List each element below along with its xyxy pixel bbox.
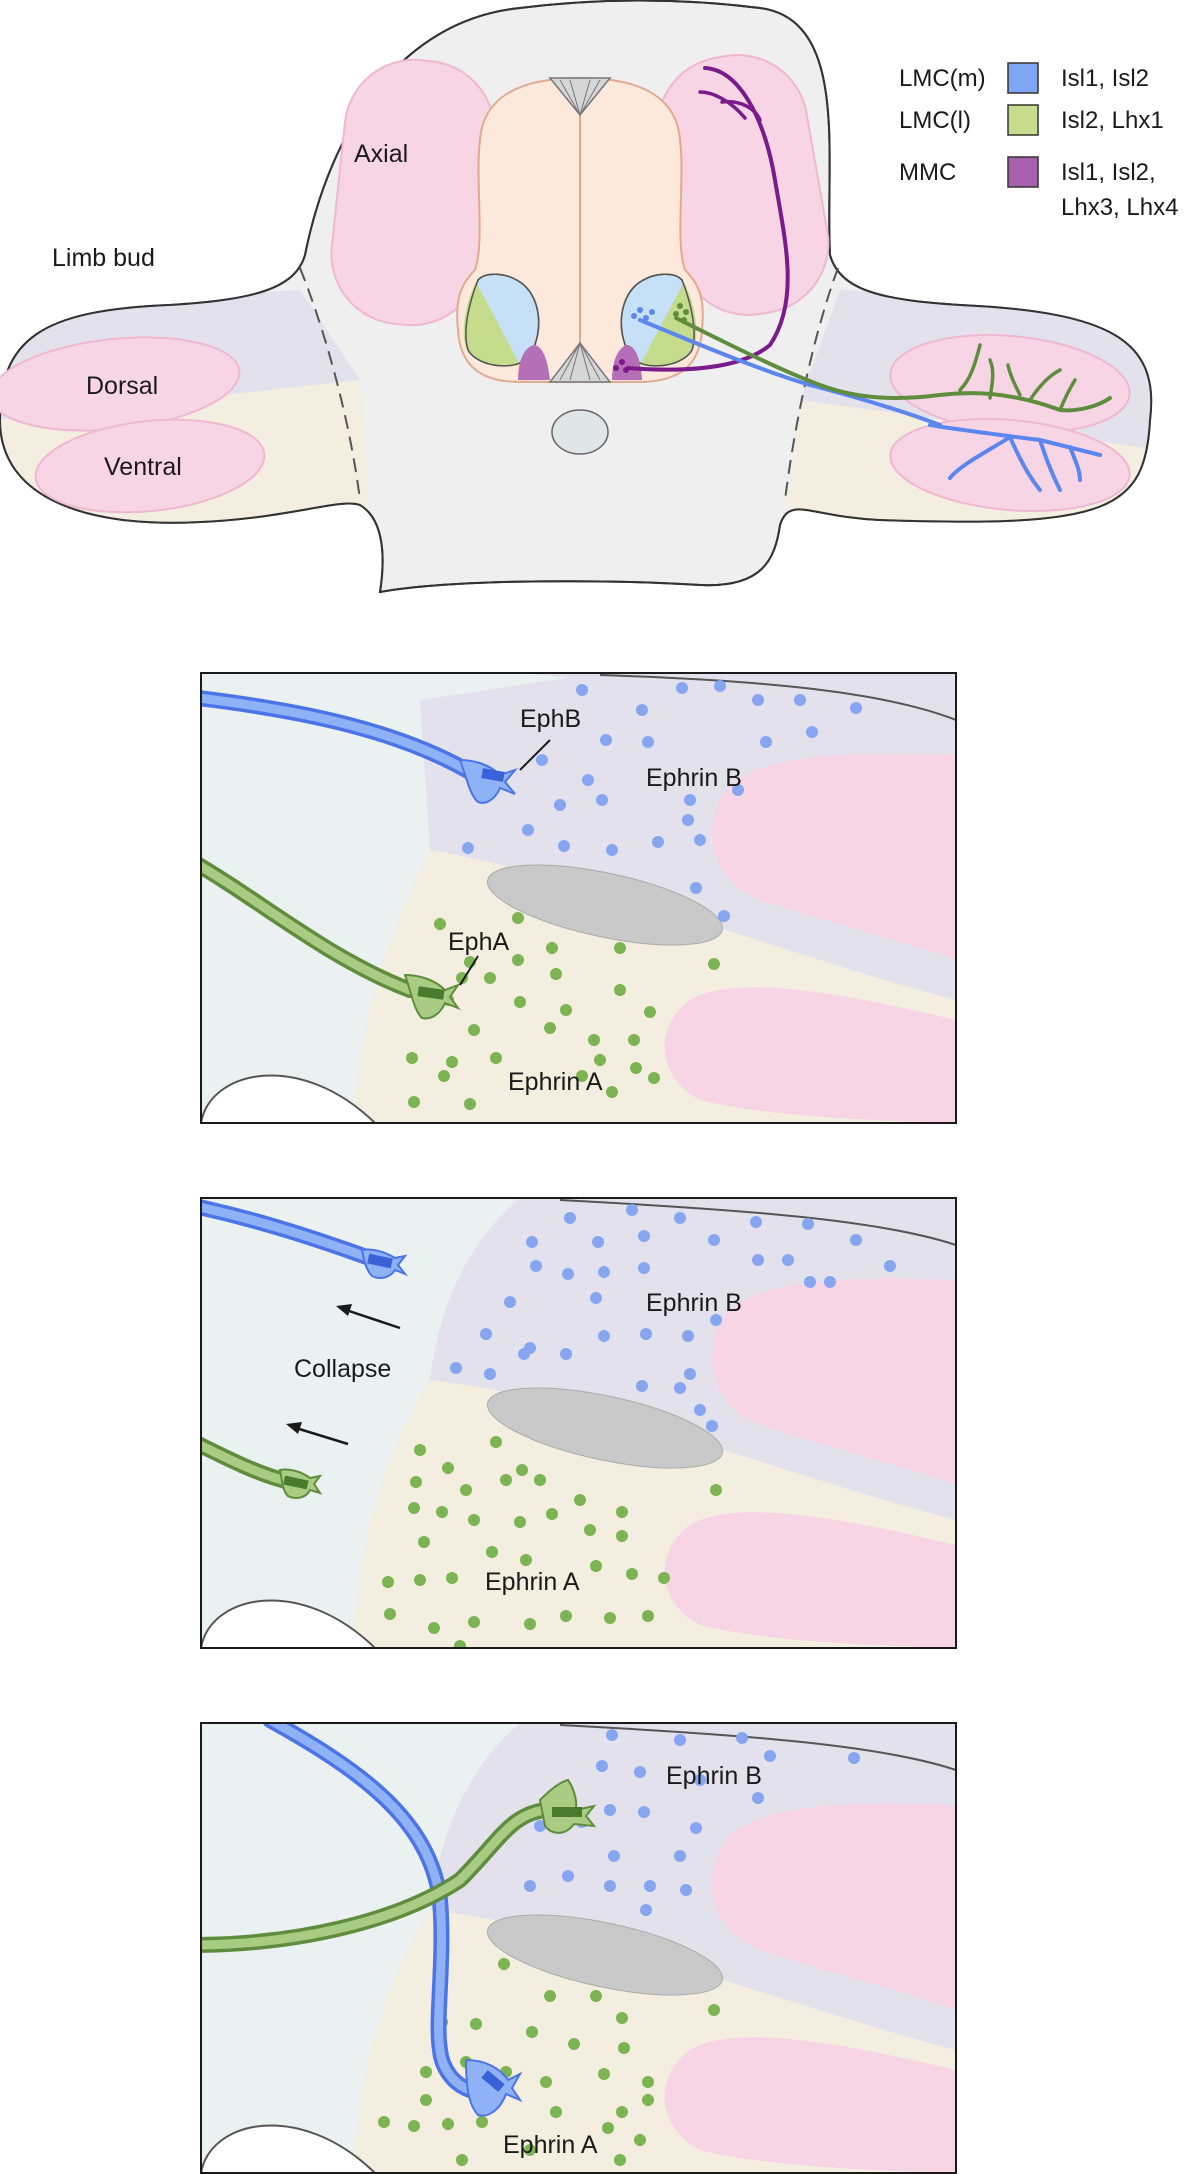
panel-dorsal-muscle [711, 1278, 956, 1485]
panel-frame [200, 1722, 957, 2174]
panel-ventral-muscle [664, 2037, 956, 2173]
retraction-arrow-upper [336, 1304, 401, 1330]
legend-markers: Isl2, Lhx1 [1061, 107, 1164, 134]
ephb-leader-line [519, 739, 551, 771]
left-limb-boundary-dashed [299, 267, 361, 501]
motor-neuron-bodies [613, 303, 689, 373]
ephb-growth-cone [458, 758, 519, 804]
legend: LMC(m) Isl1, Isl2 LMC(l) Isl2, Lhx1 MMC … [899, 62, 1178, 221]
right-ventral-muscle [889, 417, 1131, 513]
legend-markers: Isl1, Isl2 [1061, 65, 1149, 92]
notochord [551, 409, 609, 455]
legend-item-mmc: MMC Isl1, Isl2, Lhx3, Lhx4 [899, 156, 1178, 221]
axial-label: Axial [354, 140, 408, 168]
ephrin-a-label: Ephrin A [503, 2131, 598, 2159]
panel-notochord-edge [201, 2124, 377, 2173]
legend-pool-label: LMC(l) [899, 107, 971, 134]
legend-pool-label: MMC [899, 159, 956, 186]
panel-cartilage [486, 1387, 724, 1469]
ephb-label: EphB [520, 705, 581, 733]
panel-frame [200, 1197, 957, 1649]
mmc-axon-branch [698, 90, 762, 122]
collapse-label: Collapse [294, 1355, 391, 1383]
panel-dorsal-muscle [711, 1803, 956, 2010]
panel-notochord-edge [201, 1599, 377, 1648]
dorsal-label: Dorsal [86, 372, 158, 400]
ephrin-b-dots [462, 680, 862, 922]
epha-leader-line [459, 955, 479, 986]
ephrin-a-dots [406, 912, 720, 1110]
ephrin-b-label: Ephrin B [646, 764, 742, 792]
panel-collapse: Ephrin B Collapse Ephrin A [200, 1197, 957, 1649]
ephrin-a-dots [382, 1436, 722, 1648]
epha-receptor [417, 986, 445, 1000]
left-ventral-muscle [34, 418, 266, 514]
mmc-axon [626, 66, 790, 372]
panel-epidermis [599, 674, 956, 721]
lmc-m-axon [638, 318, 942, 427]
legend-item-lmc-l: LMC(l) Isl2, Lhx1 [899, 104, 1164, 136]
epha-label: EphA [448, 928, 509, 956]
ephrin-b-label: Ephrin B [666, 1762, 762, 1790]
lmc-l-muscle-branches [958, 343, 1077, 412]
panel-cartilage [486, 864, 724, 946]
legend-pool-label: LMC(m) [899, 65, 986, 92]
retraction-arrow-lower [286, 1422, 349, 1446]
right-limb-boundary-dashed [784, 267, 839, 501]
panel-guidance: EphB Ephrin B EphA Ephrin A [200, 672, 957, 1124]
limb-bud-label: Limb bud [52, 244, 155, 272]
legend-swatch [1007, 62, 1039, 94]
panel-rerouting: Ephrin B Ephrin A [200, 1722, 957, 2174]
lmc-m-muscle-branches [928, 423, 1102, 492]
left-mmc-pool [518, 345, 550, 380]
floor-plate [548, 341, 612, 383]
legend-markers: Lhx3, Lhx4 [1061, 194, 1178, 221]
legend-markers: Isl1, Isl2, [1061, 159, 1156, 186]
lmc-m-rerouted-growth-cone [464, 2058, 523, 2117]
panel-dorsal-muscle [711, 753, 956, 960]
embryo-body-outline-stroke [0, 0, 1153, 594]
ephrin-b-label: Ephrin B [646, 1289, 742, 1317]
legend-swatch [1007, 104, 1039, 136]
lmc-l-rerouted-growth-cone [538, 1778, 597, 1834]
legend-swatch [1007, 156, 1039, 188]
right-mmc-pool [612, 345, 642, 380]
panel-epidermis [559, 1199, 956, 1246]
right-lmc-pool [620, 273, 697, 367]
ephb-receptor [481, 768, 505, 782]
panel-cartilage [486, 1914, 724, 1996]
panel-ventral-muscle [664, 1512, 956, 1648]
panel-frame [200, 672, 957, 1124]
panel-notochord-edge [201, 1074, 377, 1123]
ephrin-a-label: Ephrin A [485, 1568, 580, 1596]
ephrin-a-label: Ephrin A [508, 1068, 603, 1096]
plate-lines [559, 79, 601, 381]
panel-ventral-muscle [664, 987, 956, 1123]
spinal-cord-cross-section: Limb bud Axial Dorsal Ventral [0, 0, 1153, 594]
ventral-label: Ventral [104, 453, 182, 481]
ephrin-b-dots [450, 1204, 896, 1432]
roof-plate [548, 77, 612, 117]
panel-epidermis [559, 1724, 956, 1771]
legend-item-lmc-m: LMC(m) Isl1, Isl2 [899, 62, 1149, 94]
